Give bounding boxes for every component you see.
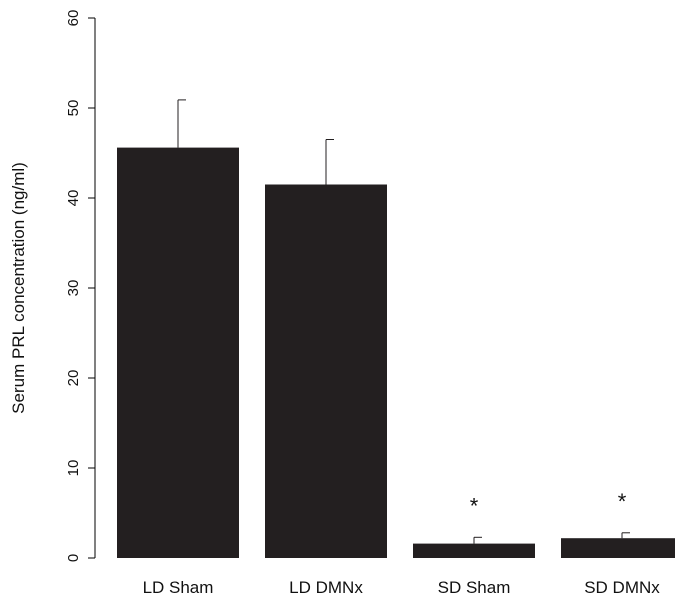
y-tick-label: 50 bbox=[65, 100, 82, 117]
y-tick-label: 60 bbox=[65, 10, 82, 27]
bar bbox=[413, 543, 535, 558]
annotations: * * bbox=[470, 489, 627, 519]
y-axis-label: Serum PRL concentration (ng/ml) bbox=[9, 162, 28, 414]
y-tick-label: 0 bbox=[65, 554, 82, 562]
significance-asterisk: * bbox=[470, 493, 479, 518]
error-bars bbox=[177, 99, 630, 544]
y-tick-label: 10 bbox=[65, 460, 82, 477]
y-tick-label: 20 bbox=[65, 370, 82, 387]
y-tick-label: 40 bbox=[65, 190, 82, 207]
y-tick-label: 30 bbox=[65, 280, 82, 297]
bar bbox=[117, 147, 239, 558]
bars bbox=[117, 147, 675, 558]
x-category-label: SD DMNx bbox=[584, 578, 660, 597]
x-category-label: LD DMNx bbox=[289, 578, 363, 597]
bar bbox=[265, 184, 387, 558]
x-category-label: SD Sham bbox=[438, 578, 511, 597]
x-category-label: LD Sham bbox=[143, 578, 214, 597]
y-axis: 0 10 20 30 40 50 60 bbox=[65, 10, 96, 562]
significance-asterisk: * bbox=[618, 489, 627, 514]
bar bbox=[561, 538, 675, 558]
x-axis-labels: LD Sham LD DMNx SD Sham SD DMNx bbox=[143, 578, 661, 597]
